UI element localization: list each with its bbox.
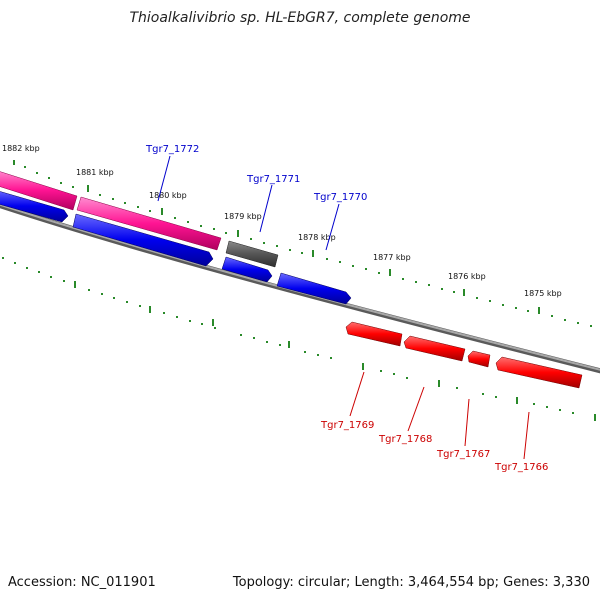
- blue-feature-1: [0, 191, 69, 223]
- ruler-label: 1875 kbp: [524, 289, 562, 298]
- red-feature-2: [403, 335, 466, 362]
- ruler-label: 1881 kbp: [76, 168, 114, 177]
- outer-tick-ring: [13, 160, 592, 327]
- pink-feature-left: [0, 171, 78, 211]
- gene-label-tgr7-1766[interactable]: Tgr7_1766: [494, 462, 548, 473]
- red-feature-4: [495, 356, 583, 389]
- genome-backbone: [0, 203, 600, 374]
- genome-title: Thioalkalivibrio sp. HL-EbGR7, complete …: [129, 10, 471, 26]
- ruler-label: 1876 kbp: [448, 272, 486, 281]
- ruler-label: 1882 kbp: [2, 144, 40, 153]
- gray-feature: [225, 240, 279, 268]
- ruler-label: 1877 kbp: [373, 253, 411, 262]
- blue-feature-track: [0, 191, 352, 305]
- blue-feature-4: [276, 272, 352, 305]
- gene-label-tgr7-1771[interactable]: Tgr7_1771: [246, 174, 300, 185]
- ruler-label: 1879 kbp: [224, 212, 262, 221]
- red-feature-3: [467, 350, 491, 368]
- pink-feature-track: [0, 171, 222, 251]
- topology-text: Topology: circular; Length: 3,464,554 bp…: [232, 575, 590, 590]
- blue-feature-3: [221, 256, 273, 283]
- ruler-label: 1880 kbp: [149, 191, 187, 200]
- pink-feature-right: [76, 196, 222, 251]
- accession-text: Accession: NC_011901: [8, 575, 156, 590]
- gene-label-tgr7-1769[interactable]: Tgr7_1769: [320, 420, 374, 431]
- gene-label-tgr7-1770[interactable]: Tgr7_1770: [313, 192, 367, 203]
- red-feature-1: [345, 321, 403, 347]
- blue-feature-2: [72, 213, 214, 267]
- ruler-labels: 1882 kbp 1881 kbp 1880 kbp 1879 kbp 1878…: [2, 144, 562, 298]
- reverse-gene-labels: Tgr7_1769 Tgr7_1768 Tgr7_1767 Tgr7_1766: [320, 371, 548, 473]
- gene-label-tgr7-1767[interactable]: Tgr7_1767: [436, 449, 490, 460]
- gene-label-tgr7-1768[interactable]: Tgr7_1768: [378, 434, 432, 445]
- ruler-label: 1878 kbp: [298, 233, 336, 242]
- gene-label-tgr7-1772[interactable]: Tgr7_1772: [145, 144, 199, 155]
- inner-tick-ring: [2, 257, 596, 421]
- forward-gene-labels: Tgr7_1772 Tgr7_1771 Tgr7_1770: [145, 144, 367, 251]
- red-feature-track: [345, 321, 583, 389]
